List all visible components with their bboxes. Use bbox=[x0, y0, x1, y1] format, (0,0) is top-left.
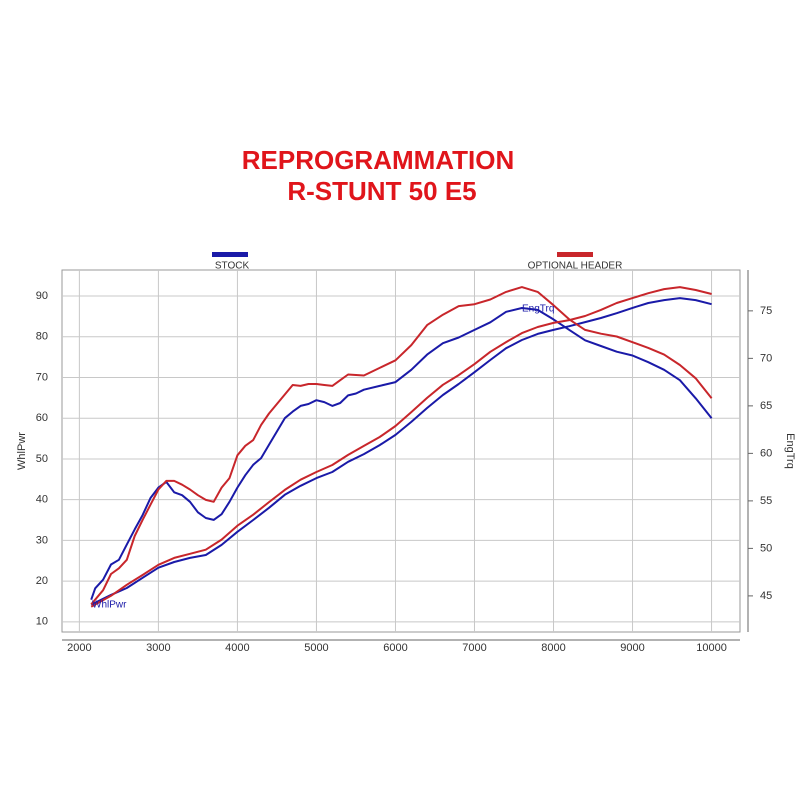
legend-swatch bbox=[557, 252, 593, 257]
y-tick-label: 20 bbox=[36, 575, 48, 587]
y-tick-label: 60 bbox=[36, 412, 48, 424]
chart-title: REPROGRAMMATION bbox=[242, 145, 515, 175]
legend-label: STOCK bbox=[215, 261, 250, 272]
x-tick-label: 10000 bbox=[696, 642, 727, 654]
y2-tick-label: 65 bbox=[760, 400, 772, 412]
chart-subtitle: R-STUNT 50 E5 bbox=[287, 176, 476, 206]
legend-swatch bbox=[212, 252, 248, 257]
x-tick-label: 7000 bbox=[462, 642, 486, 654]
x-tick-label: 2000 bbox=[67, 642, 91, 654]
y2-tick-label: 70 bbox=[760, 352, 772, 364]
y2-tick-label: 60 bbox=[760, 447, 772, 459]
y-tick-label: 40 bbox=[36, 494, 48, 506]
curve bbox=[90, 297, 712, 606]
x-tick-label: 5000 bbox=[304, 642, 328, 654]
x-tick-label: 9000 bbox=[620, 642, 644, 654]
legend-label: OPTIONAL HEADER bbox=[528, 261, 623, 272]
x-tick-label: 6000 bbox=[383, 642, 407, 654]
curve bbox=[90, 286, 713, 606]
curve bbox=[90, 286, 712, 608]
y-tick-label: 30 bbox=[36, 534, 48, 546]
x-tick-label: 8000 bbox=[541, 642, 565, 654]
y2-tick-label: 45 bbox=[760, 590, 772, 602]
plot-area bbox=[61, 269, 741, 633]
x-tick-label: 4000 bbox=[225, 642, 249, 654]
y-tick-label: 80 bbox=[36, 331, 48, 343]
y-tick-label: 10 bbox=[36, 616, 48, 628]
y2-tick-label: 50 bbox=[760, 542, 772, 554]
annotation: WhlPwr bbox=[92, 600, 127, 611]
annotation: EngTrq bbox=[522, 304, 554, 315]
y-tick-label: 50 bbox=[36, 453, 48, 465]
y2-axis-label: EngTrq bbox=[784, 433, 796, 469]
y-tick-label: 90 bbox=[36, 290, 48, 302]
y2-tick-label: 75 bbox=[760, 305, 772, 317]
y-axis-label: WhlPwr bbox=[16, 432, 28, 470]
x-tick-label: 3000 bbox=[146, 642, 170, 654]
y-tick-label: 70 bbox=[36, 371, 48, 383]
y2-tick-label: 55 bbox=[760, 495, 772, 507]
